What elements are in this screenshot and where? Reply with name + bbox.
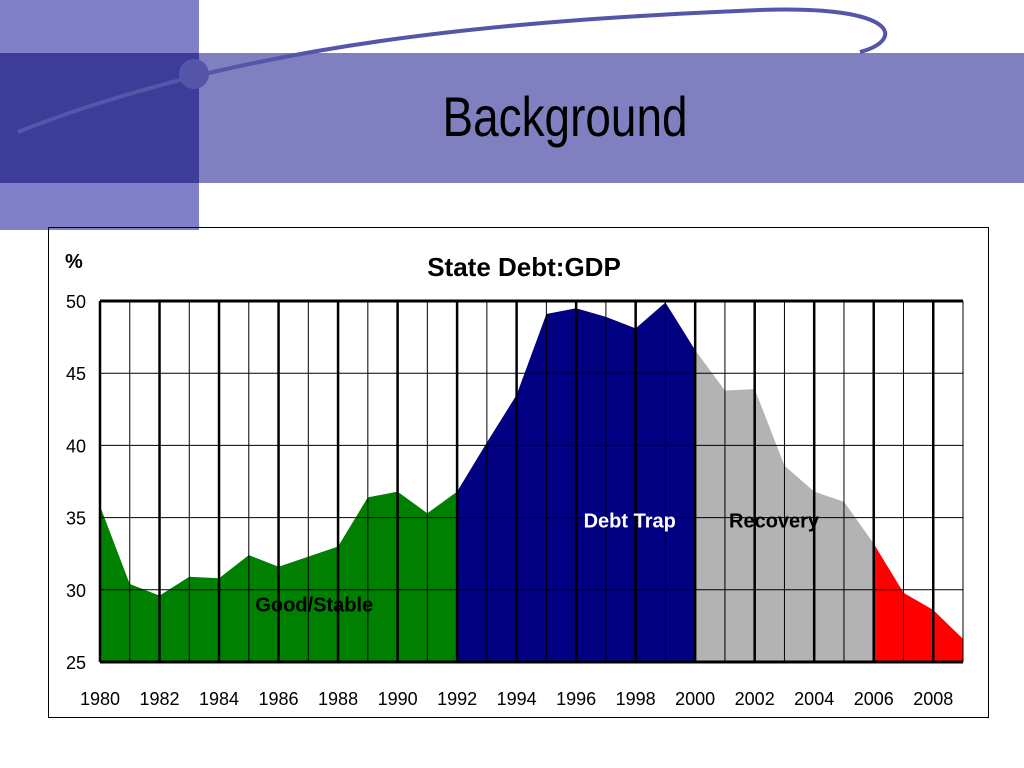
x-tick-label: 1980 — [80, 689, 120, 709]
grid-layer — [98, 299, 964, 664]
x-tick-label: 2008 — [913, 689, 953, 709]
x-tick-label: 2000 — [675, 689, 715, 709]
area-layer — [100, 302, 963, 662]
region-label: Recovery — [729, 511, 820, 533]
region-label: Good/Stable — [255, 594, 373, 616]
x-tick-label: 1990 — [378, 689, 418, 709]
corner-dark-square — [0, 53, 199, 183]
area-region-3 — [873, 543, 963, 662]
region-label: Debt Trap — [584, 511, 676, 533]
slide-decoration — [0, 0, 1024, 230]
y-unit-label: % — [65, 251, 83, 273]
chart: 25 30 35 40 45 50 1980 1982 1984 1986 1988 1990 1992… — [65, 251, 964, 709]
x-tick-label: 2004 — [794, 689, 834, 709]
y-tick-label: 25 — [66, 653, 86, 673]
x-tick-label: 1986 — [259, 689, 299, 709]
chart-frame: 25 30 35 40 45 50 1980 1982 1984 1986 1988 1990 1992… — [48, 227, 989, 718]
x-tick-label: 2002 — [735, 689, 775, 709]
y-tick-label: 35 — [66, 509, 86, 529]
x-tick-label: 1996 — [556, 689, 596, 709]
x-tick-label: 1994 — [497, 689, 537, 709]
x-tick-label: 1992 — [437, 689, 477, 709]
x-tick-label: 2006 — [854, 689, 894, 709]
label-layer: 25 30 35 40 45 50 1980 1982 1984 1986 1988 1990 1992… — [66, 292, 953, 709]
y-tick-label: 30 — [66, 581, 86, 601]
x-tick-label: 1982 — [139, 689, 179, 709]
x-tick-label: 1998 — [616, 689, 656, 709]
chart-title: State Debt:GDP — [427, 252, 621, 282]
swoosh-dot-icon — [179, 59, 209, 89]
x-tick-label: 1984 — [199, 689, 239, 709]
slide-title: Background — [442, 85, 688, 148]
x-tick-label: 1988 — [318, 689, 358, 709]
y-tick-label: 45 — [66, 364, 86, 384]
y-tick-label: 40 — [66, 436, 86, 456]
y-tick-label: 50 — [66, 292, 86, 312]
